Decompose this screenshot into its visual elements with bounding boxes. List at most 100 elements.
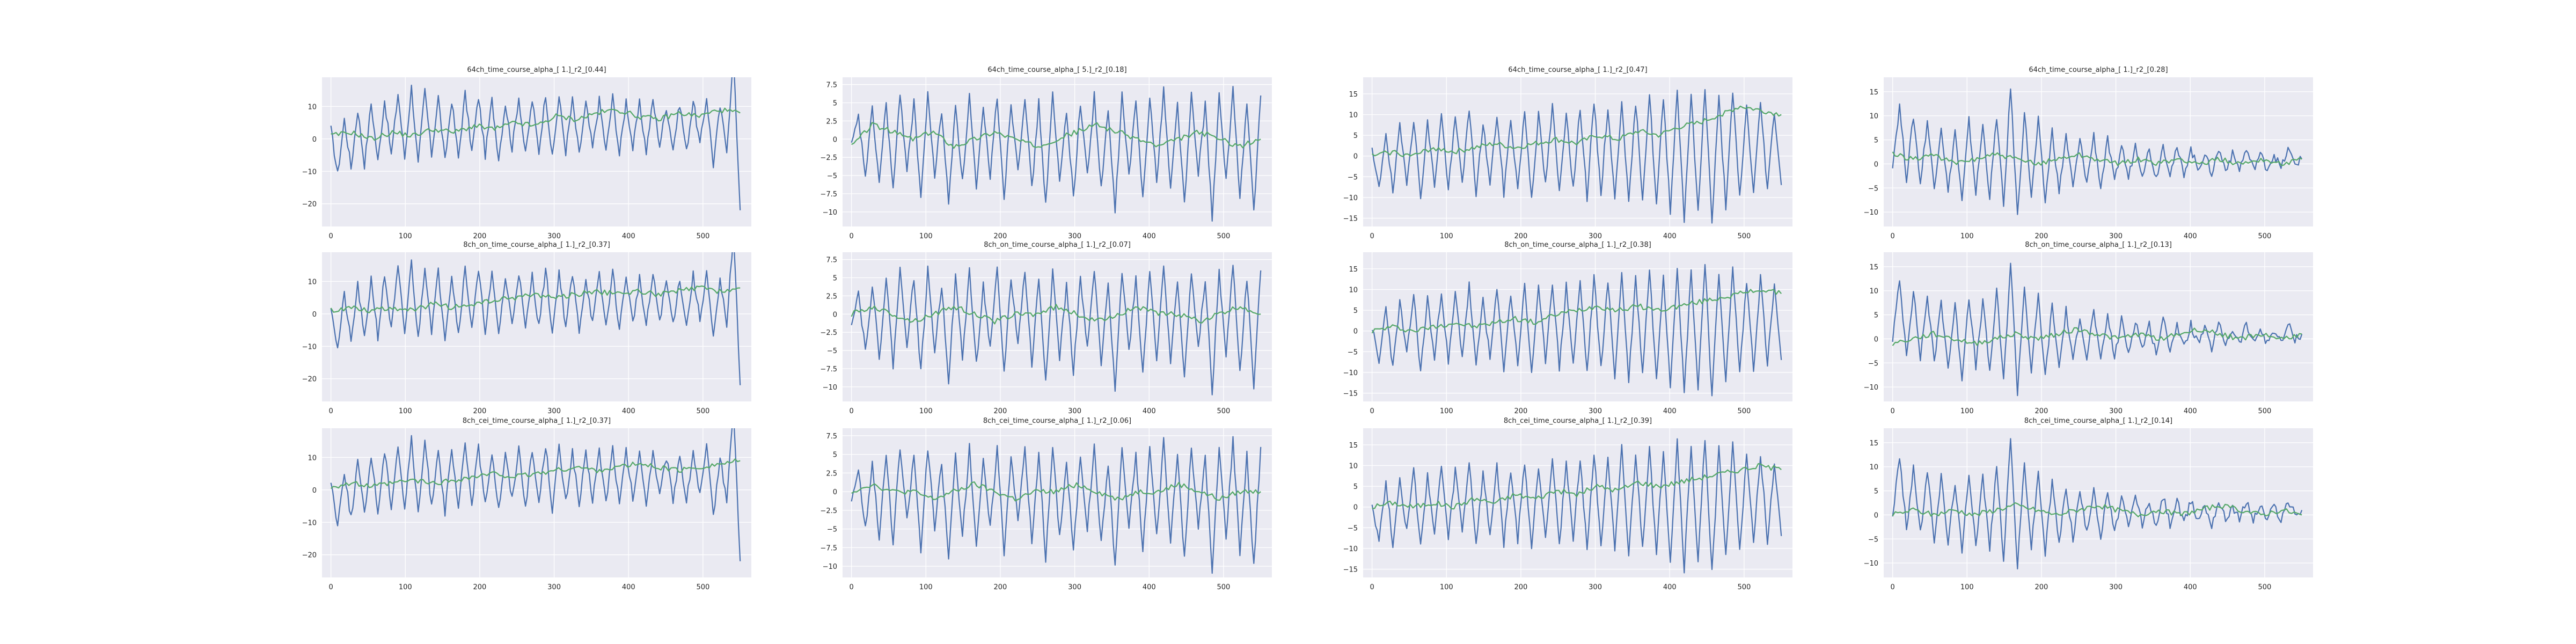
x-tick-label: 300 (1589, 232, 1602, 240)
y-tick-label: −15 (1343, 390, 1358, 398)
x-tick-label: 200 (994, 232, 1007, 240)
y-tick-label: 7.5 (826, 82, 837, 90)
subplot-title: 64ch_time_course_alpha_[ 1.]_r2_[0.47] (1508, 66, 1647, 74)
plot-area (322, 252, 751, 401)
x-tick-label: 0 (1370, 407, 1374, 415)
plot-area (1363, 252, 1792, 401)
y-tick-label: −5 (1348, 173, 1358, 181)
series-line-green (1371, 105, 1782, 157)
y-tick-label: 2.5 (826, 118, 837, 126)
x-tick-label: 200 (1514, 583, 1528, 591)
subplot: 0 100 200 300 400 500 7.5 5 2.5 0 −2.5 −5 −7.5 −10 64c… (820, 66, 1272, 240)
y-tick-label: 10 (308, 278, 317, 286)
y-tick-label: −10 (1864, 384, 1878, 392)
x-tick-label: 100 (399, 232, 412, 240)
x-tick-label: 200 (994, 583, 1007, 591)
subplot: 0 100 200 300 400 500100−10−208ch_on_time_cou… (302, 241, 751, 415)
y-tick-label: 5 (833, 99, 837, 107)
subplot-title: 8ch_cei_time_course_alpha_[ 1.]_r2_[0.14… (2024, 417, 2172, 425)
x-tick-label: 100 (919, 583, 933, 591)
y-tick-label: 5 (1874, 312, 1878, 320)
x-tick-label: 100 (1440, 407, 1453, 415)
subplot: 0 100 200 300 400 500 7.5 5 2.5 0 −2.5 −5 −7.5 −10 8ch… (820, 241, 1272, 415)
y-tick-label: 10 (1349, 463, 1358, 471)
x-tick-label: 500 (1737, 407, 1751, 415)
x-tick-label: 100 (1960, 407, 1974, 415)
y-tick-label: −15 (1343, 215, 1358, 223)
x-tick-label: 500 (2258, 232, 2271, 240)
x-tick-label: 100 (1960, 232, 1974, 240)
y-tick-label: −7.5 (820, 544, 837, 552)
y-tick-label: −5 (827, 347, 837, 355)
series-line-blue (1892, 262, 2303, 397)
subplot: 0 100 200 300 400 500 15 10 5 0 −5 −10 64ch_time_cou… (1864, 66, 2313, 240)
series-line-blue (851, 265, 1262, 396)
y-tick-label: 2.5 (826, 292, 837, 301)
y-tick-label: 5 (1874, 137, 1878, 145)
x-tick-label: 200 (473, 232, 487, 240)
x-tick-label: 0 (849, 583, 853, 591)
y-tick-label: 15 (1349, 266, 1358, 274)
y-tick-label: 0 (833, 488, 837, 496)
y-tick-label: 5 (1353, 483, 1358, 491)
plot-area (322, 77, 751, 226)
y-tick-label: 10 (1869, 288, 1878, 296)
x-tick-label: 100 (399, 583, 412, 591)
series-line-green (851, 481, 1261, 502)
x-tick-label: 200 (1514, 232, 1528, 240)
x-tick-label: 300 (1068, 232, 1081, 240)
x-tick-label: 500 (1217, 407, 1230, 415)
y-tick-label: 0 (833, 311, 837, 319)
x-tick-label: 100 (919, 407, 933, 415)
x-tick-label: 300 (1068, 407, 1081, 415)
y-tick-label: −10 (1343, 545, 1358, 553)
subplot-title: 8ch_cei_time_course_alpha_[ 1.]_r2_[0.06… (983, 417, 1131, 425)
x-tick-label: 500 (2258, 583, 2271, 591)
x-tick-label: 300 (2109, 232, 2123, 240)
plot-area (1884, 252, 2313, 401)
subplot: 0 100 200 300 400 500 15 10 5 0 −5 −10 −15 8ch_cei_ti… (1343, 417, 1792, 591)
y-tick-label: 5 (1874, 488, 1878, 496)
series-line-green (330, 285, 741, 313)
subplot-title: 8ch_cei_time_course_alpha_[ 1.]_r2_[0.37… (463, 417, 611, 425)
y-tick-label: 0 (312, 136, 317, 144)
x-tick-label: 500 (696, 583, 709, 591)
x-tick-label: 200 (2035, 232, 2048, 240)
x-tick-label: 400 (1663, 232, 1677, 240)
y-tick-label: 15 (1869, 264, 1878, 272)
y-tick-label: −5 (1348, 348, 1358, 356)
series-line-blue (1371, 438, 1782, 574)
y-tick-label: 0 (1353, 153, 1358, 161)
x-tick-label: 500 (1737, 232, 1751, 240)
y-tick-label: −20 (302, 552, 317, 560)
subplot: 0 100 200 300 400 500 15 10 5 0 −5 −10 8ch_on_time_c… (1864, 241, 2313, 415)
x-tick-label: 300 (2109, 407, 2123, 415)
plot-area (1363, 428, 1792, 577)
x-tick-label: 0 (1370, 583, 1374, 591)
x-tick-label: 100 (919, 232, 933, 240)
x-tick-label: 500 (2258, 407, 2271, 415)
x-tick-label: 0 (1370, 232, 1374, 240)
x-tick-label: 400 (1663, 583, 1677, 591)
y-tick-label: 5 (833, 451, 837, 459)
series-line-green (1892, 327, 2302, 346)
y-tick-label: −5 (827, 526, 837, 534)
y-tick-label: 0 (833, 136, 837, 144)
x-tick-label: 500 (1737, 583, 1751, 591)
x-tick-label: 500 (696, 232, 709, 240)
y-tick-label: −15 (1343, 566, 1358, 574)
x-tick-label: 400 (2184, 407, 2197, 415)
x-tick-label: 300 (2109, 583, 2123, 591)
y-tick-label: 2.5 (826, 470, 837, 478)
subplot-title: 8ch_on_time_course_alpha_[ 1.]_r2_[0.13] (2025, 241, 2172, 249)
subplot-title: 8ch_cei_time_course_alpha_[ 1.]_r2_[0.39… (1504, 417, 1652, 425)
subplot-title: 64ch_time_course_alpha_[ 5.]_r2_[0.18] (987, 66, 1126, 74)
series-line-blue (1892, 88, 2303, 215)
y-tick-label: 7.5 (826, 433, 837, 441)
x-tick-label: 0 (849, 407, 853, 415)
x-tick-label: 0 (1890, 583, 1894, 591)
y-tick-label: 15 (1869, 89, 1878, 97)
series-line-green (851, 304, 1261, 325)
y-tick-label: −10 (1343, 369, 1358, 377)
